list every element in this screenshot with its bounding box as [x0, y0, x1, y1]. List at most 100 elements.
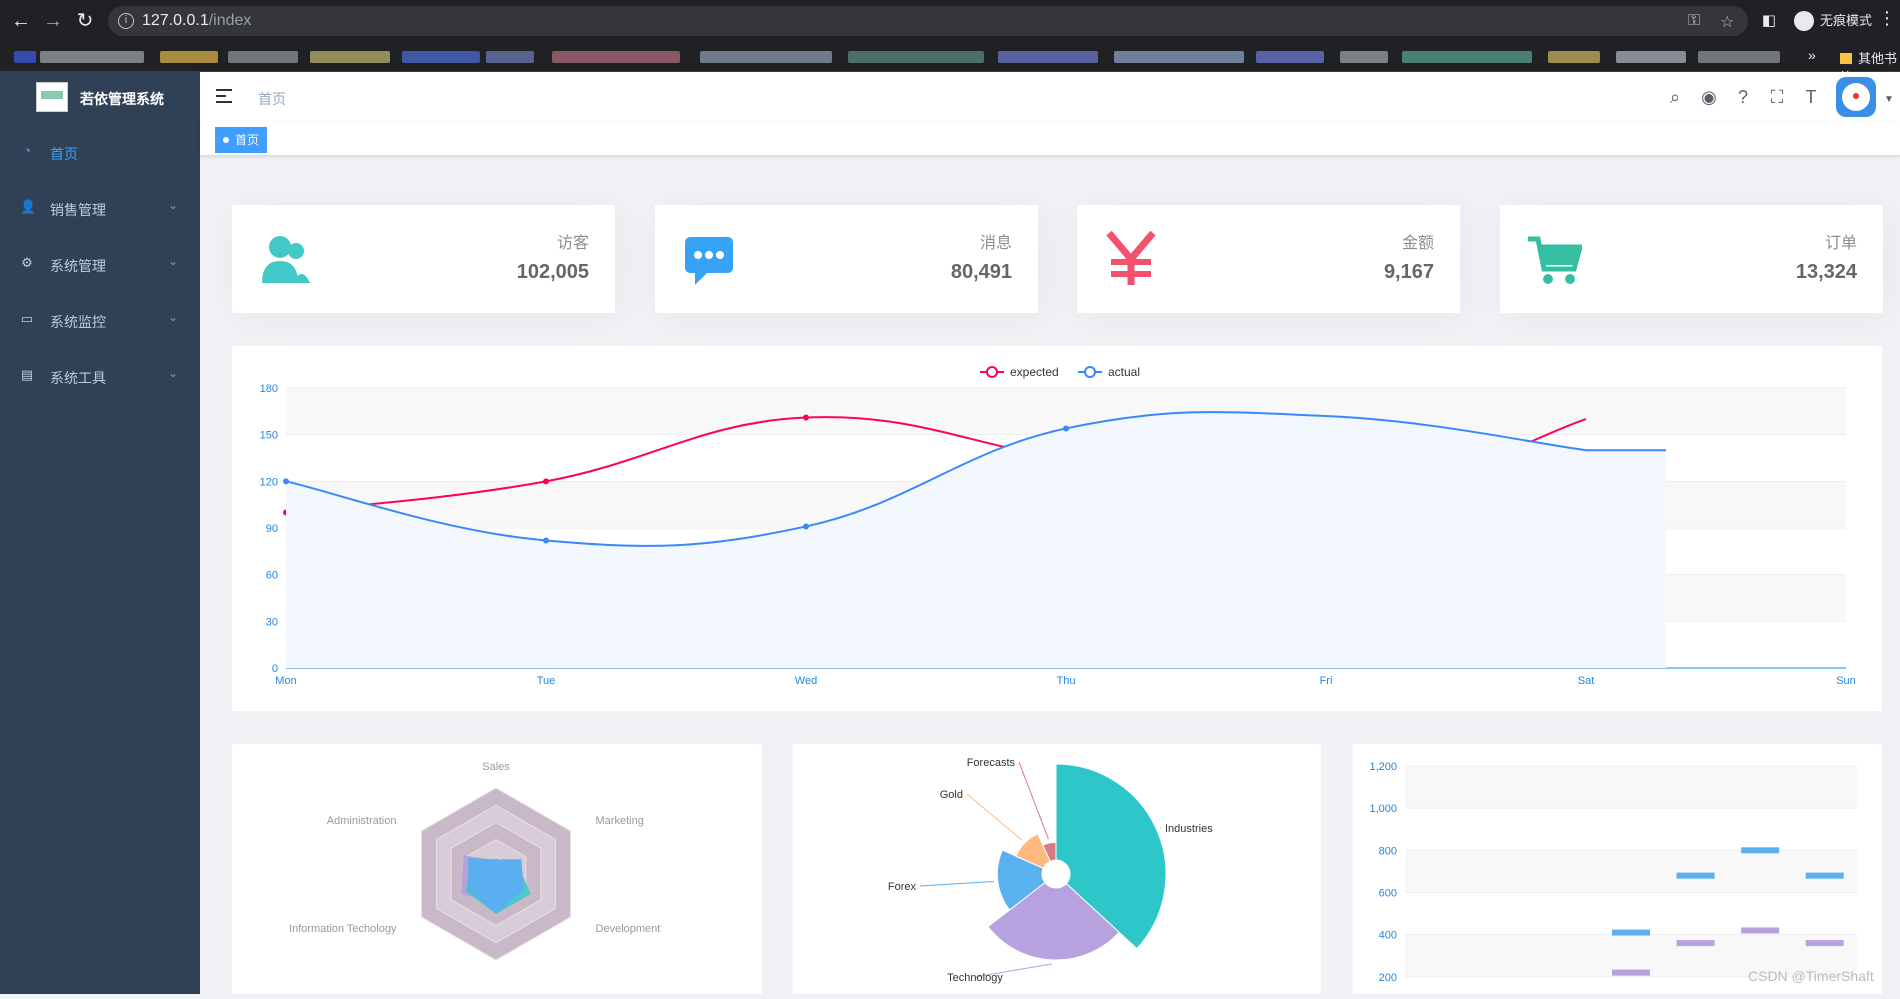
sidebar: 若依管理系统 ◔ 首页 👤 销售管理 ⌄ ⚙ 系统管理 ⌄ ▭ 系统监控 ⌄ ▤…	[0, 72, 200, 994]
stat-value: 9,167	[1384, 261, 1434, 284]
back-icon[interactable]: ←	[8, 8, 34, 34]
data-point-expected	[544, 479, 549, 484]
toolbox-icon: ▤	[20, 368, 34, 382]
bookmark-item[interactable]	[310, 51, 390, 63]
text-size-icon[interactable]: T	[1800, 86, 1822, 108]
y-tick-label: 30	[266, 616, 278, 628]
browser-toolbar: ← → ↻ i 127.0.0.1/index ⚿ ☆ ◧ 无痕模式 ⋮	[0, 0, 1900, 42]
bar-marker-pageB	[1612, 970, 1650, 976]
sidebar-item-system[interactable]: ⚙ 系统管理 ⌄	[0, 236, 200, 292]
sidebar-item-label: 系统管理	[50, 256, 106, 276]
github-icon[interactable]: ◉	[1698, 86, 1720, 108]
stat-card-messages[interactable]: 消息 80,491	[655, 205, 1038, 313]
reload-icon[interactable]: ↻	[72, 8, 98, 34]
gear-icon: ⚙	[20, 256, 34, 270]
bookmark-item[interactable]	[402, 51, 480, 63]
bookmark-item[interactable]	[848, 51, 984, 63]
hamburger-icon[interactable]	[216, 88, 234, 104]
menu-icon[interactable]: ⋮	[1878, 8, 1896, 29]
forward-icon[interactable]: →	[40, 8, 66, 34]
sidebar-item-sales[interactable]: 👤 销售管理 ⌄	[0, 180, 200, 236]
y-tick-label: 180	[260, 383, 278, 395]
bookmark-item[interactable]	[486, 51, 534, 63]
bookmark-item[interactable]	[1548, 51, 1600, 63]
info-icon[interactable]: i	[118, 13, 134, 29]
y-tick-label: 120	[260, 476, 278, 488]
y-tick-label: 400	[1379, 930, 1397, 942]
sidebar-item-home[interactable]: ◔ 首页	[0, 124, 200, 180]
tab-home[interactable]: 首页	[215, 127, 267, 153]
key-icon[interactable]: ⚿	[1688, 12, 1700, 30]
shopping-icon	[1526, 231, 1582, 287]
bookmark-item[interactable]	[1340, 51, 1388, 63]
monitor-icon: ▭	[20, 312, 34, 326]
caret-down-icon[interactable]: ▼	[1884, 94, 1894, 105]
avatar[interactable]	[1836, 77, 1876, 117]
fullscreen-icon[interactable]: ⛶	[1766, 86, 1788, 108]
stat-title: 订单	[1825, 229, 1857, 253]
radar-indicator-label: Sales	[482, 761, 510, 773]
bookmarks-overflow-icon[interactable]: »	[1808, 47, 1816, 63]
url-text[interactable]: 127.0.0.1/index	[142, 12, 251, 30]
series-area-actual	[286, 412, 1666, 668]
bookmark-item[interactable]	[1402, 51, 1532, 63]
stat-title: 访客	[557, 229, 589, 253]
bookmark-item[interactable]	[1256, 51, 1324, 63]
url-path: /index	[209, 12, 252, 29]
help-icon[interactable]: ?	[1732, 86, 1754, 108]
chevron-down-icon: ⌄	[168, 366, 178, 380]
x-tick-label: Sat	[1578, 675, 1595, 687]
stat-value: 102,005	[517, 261, 589, 284]
data-point-actual	[284, 479, 289, 484]
y-tick-label: 800	[1379, 845, 1397, 857]
data-point-expected	[804, 415, 809, 420]
pie-label: Gold	[940, 789, 963, 801]
stat-card-amount[interactable]: 金额 9,167	[1077, 205, 1460, 313]
x-tick-label: Wed	[795, 675, 817, 687]
bookmark-item[interactable]	[700, 51, 832, 63]
pie-label: Technology	[947, 972, 1003, 984]
incognito-badge[interactable]: 无痕模式	[1790, 9, 1880, 33]
data-point-actual	[804, 524, 809, 529]
y-tick-label: 60	[266, 570, 278, 582]
bookmark-item[interactable]	[1698, 51, 1780, 63]
x-tick-label: Mon	[275, 675, 296, 687]
stat-card-orders[interactable]: 订单 13,324	[1500, 205, 1883, 313]
bookmark-item[interactable]	[998, 51, 1098, 63]
bookmark-item[interactable]	[228, 51, 298, 63]
url-host: 127.0.0.1	[142, 12, 209, 29]
app-title: 若依管理系统	[80, 89, 164, 109]
bar-marker-pageB	[1741, 927, 1779, 933]
sidebar-item-tools[interactable]: ▤ 系统工具 ⌄	[0, 348, 200, 404]
y-tick-label: 200	[1379, 972, 1397, 984]
sidebar-item-monitor[interactable]: ▭ 系统监控 ⌄	[0, 292, 200, 348]
folder-icon	[1840, 53, 1852, 64]
address-bar[interactable]: i 127.0.0.1/index ⚿ ☆	[108, 6, 1748, 36]
star-icon[interactable]: ☆	[1720, 12, 1734, 32]
bar-marker-pageB	[1806, 940, 1844, 946]
y-tick-label: 1,200	[1369, 761, 1397, 773]
bookmark-item[interactable]	[14, 51, 36, 63]
sidebar-logo[interactable]: 若依管理系统	[0, 72, 200, 122]
search-icon[interactable]: ⌕	[1664, 86, 1686, 108]
y-tick-label: 1,000	[1369, 803, 1397, 815]
navbar: 首页 ⌕ ◉ ? ⛶ T ▼	[200, 72, 1900, 122]
bar-marker-pageA	[1677, 873, 1715, 879]
bar-marker-pageA	[1806, 873, 1844, 879]
sidebar-toggle-icon[interactable]: ◧	[1756, 8, 1782, 34]
stat-card-visitors[interactable]: 访客 102,005	[232, 205, 615, 313]
bookmark-item[interactable]	[1114, 51, 1244, 63]
radar-indicator-label: Marketing	[596, 815, 644, 827]
bookmark-item[interactable]	[552, 51, 680, 63]
bookmark-item[interactable]	[40, 51, 144, 63]
x-tick-label: Fri	[1320, 675, 1333, 687]
incognito-label: 无痕模式	[1820, 13, 1872, 28]
bookmark-item[interactable]	[160, 51, 218, 63]
user-icon: 👤	[20, 200, 34, 214]
bookmark-item[interactable]	[1616, 51, 1686, 63]
money-icon	[1103, 231, 1159, 287]
